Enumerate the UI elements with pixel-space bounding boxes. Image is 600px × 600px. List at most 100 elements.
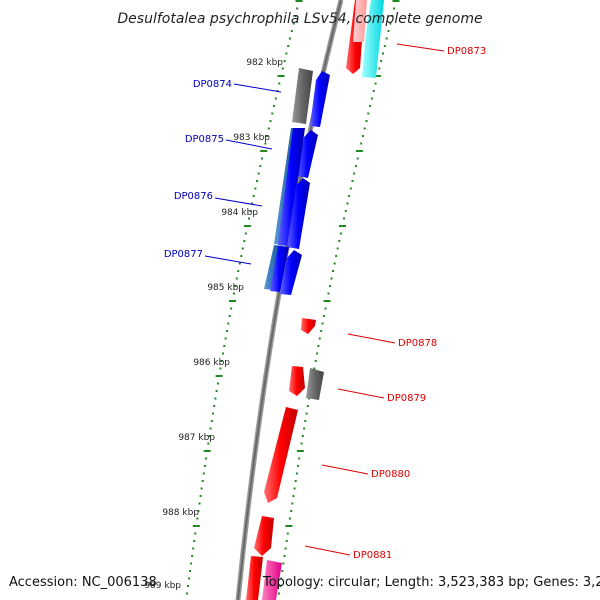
track-dot	[213, 405, 216, 407]
track-dot	[300, 442, 303, 445]
gene-dp0880[interactable]	[264, 407, 298, 503]
track-dot	[385, 37, 388, 40]
track-dot	[285, 52, 288, 55]
track-tick	[285, 525, 293, 527]
map-title: Desulfotalea psychrophila LSv54, complet…	[117, 11, 482, 27]
track-tick	[215, 375, 223, 377]
scale-labels: 982 kbp 983 kbp 984 kbp 985 kbp 986 kbp …	[144, 58, 283, 591]
track-dot	[200, 487, 203, 490]
gene-label-dp0876[interactable]: DP0876	[174, 191, 213, 202]
track-dot	[278, 592, 281, 595]
track-dot	[269, 120, 272, 122]
track-dot	[251, 202, 254, 205]
gene-dp0873-pink[interactable]	[353, 0, 367, 42]
track-dot	[219, 367, 222, 370]
gene-dp0882-magenta[interactable]	[262, 560, 282, 600]
kbp-label: 982 kbp	[246, 58, 283, 68]
track-dot	[203, 465, 206, 467]
track-dot	[232, 292, 235, 295]
track-tick	[260, 150, 268, 152]
track-dot	[201, 480, 204, 482]
gene-label-dp0875[interactable]: DP0875	[185, 134, 224, 145]
gene-dp0873-cyan[interactable]	[362, 0, 384, 78]
gene-dp0874-inner[interactable]	[310, 71, 330, 127]
gene-dp0875-inner[interactable]	[297, 130, 318, 178]
gene-label-dp0873[interactable]: DP0873	[447, 46, 486, 57]
gene-label-dp0878[interactable]: DP0878	[398, 338, 437, 349]
track-dot	[327, 292, 330, 295]
gene-dp0877[interactable]	[280, 250, 302, 295]
track-dot	[290, 30, 293, 32]
gene-dp0879-gray[interactable]	[306, 368, 324, 400]
track-dot	[261, 157, 263, 160]
track-dot	[194, 532, 197, 535]
gene-dp0881[interactable]	[254, 516, 274, 556]
track-dot	[187, 585, 189, 587]
track-dot	[208, 435, 211, 437]
track-dot	[281, 570, 284, 572]
track-dot	[292, 22, 295, 25]
track-dot	[321, 322, 324, 325]
gene-dp0878[interactable]	[301, 318, 316, 334]
track-dot	[362, 135, 364, 137]
track-dot	[284, 547, 287, 550]
track-dot	[308, 397, 311, 400]
track-dot	[193, 540, 196, 542]
track-dot	[316, 352, 319, 355]
track-dot	[335, 255, 338, 257]
track-dot	[293, 487, 296, 490]
gene-label-dp0880[interactable]: DP0880	[371, 469, 410, 480]
kbp-label: 983 kbp	[233, 133, 270, 143]
track-dot	[374, 82, 377, 85]
track-dot	[348, 195, 351, 197]
track-dot	[320, 330, 323, 332]
track-dot	[189, 570, 192, 572]
track-dot	[210, 420, 213, 422]
track-dot	[243, 240, 246, 242]
track-dot	[244, 232, 247, 235]
track-dot	[382, 52, 384, 55]
track-dot	[273, 105, 275, 107]
track-dot	[224, 337, 227, 340]
gene-dp0875-inner-b[interactable]	[278, 128, 305, 246]
track-dot	[306, 405, 309, 407]
track-dot	[318, 337, 321, 340]
label-leaders	[204, 43, 445, 556]
accession-text: Accession: NC_006138	[9, 575, 157, 590]
gene-label-dp0879[interactable]: DP0879	[387, 393, 426, 404]
track-dot	[281, 67, 284, 70]
track-dot	[191, 555, 194, 557]
track-dot	[305, 412, 308, 415]
gene-dp0879-red[interactable]	[289, 366, 305, 396]
track-dot	[351, 180, 354, 182]
track-dot	[290, 510, 293, 512]
track-dot	[286, 532, 289, 535]
track-dot	[274, 97, 277, 100]
gene-dp0882-red[interactable]	[246, 556, 263, 600]
track-dot	[324, 307, 327, 310]
gene-label-dp0877[interactable]: DP0877	[164, 249, 203, 260]
track-dot	[240, 255, 243, 257]
topology-text: Topology: circular; Length: 3,523,383 bp…	[262, 575, 600, 590]
track-dot	[222, 352, 224, 355]
track-dot	[291, 502, 294, 505]
track-dot	[343, 217, 346, 220]
track-dot	[346, 202, 349, 205]
gene-dp0874-outer[interactable]	[292, 68, 313, 124]
gene-dp0876[interactable]	[287, 178, 310, 249]
track-tick	[355, 150, 363, 152]
track-dot	[369, 105, 372, 107]
track-dot	[199, 495, 202, 497]
track-dot	[235, 277, 238, 280]
gene-label-dp0874[interactable]: DP0874	[193, 79, 232, 90]
gene-dp0877-inner[interactable]	[270, 246, 289, 292]
track-tick	[296, 450, 304, 452]
track-dot	[283, 555, 286, 557]
track-dot	[202, 472, 205, 475]
track-dot	[303, 427, 306, 430]
gene-label-dp0881[interactable]: DP0881	[353, 550, 392, 561]
track-dot	[353, 172, 356, 175]
outer-dotted-track	[278, 0, 400, 595]
track-tick	[277, 75, 285, 77]
